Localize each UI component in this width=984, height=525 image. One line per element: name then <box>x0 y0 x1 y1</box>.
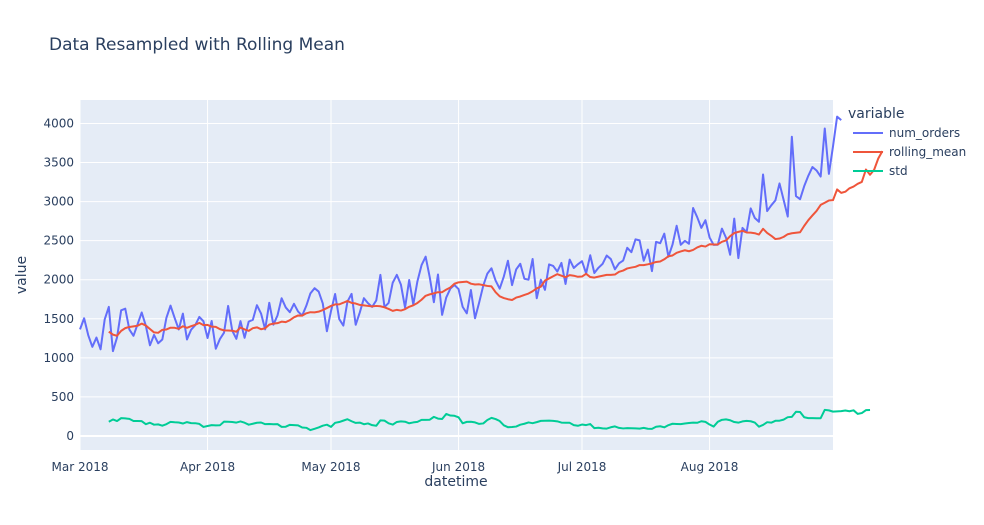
y-tick-label: 500 <box>51 390 74 404</box>
plot-area[interactable] <box>80 100 833 450</box>
legend-label: std <box>889 164 908 178</box>
y-tick-label: 1000 <box>43 351 74 365</box>
legend-label: rolling_mean <box>889 145 966 159</box>
x-tick-label: Aug 2018 <box>681 460 739 474</box>
x-axis-title: datetime <box>424 474 487 490</box>
x-tick-label: Apr 2018 <box>180 460 235 474</box>
series-line-std[interactable] <box>108 408 871 432</box>
legend-item-rolling-mean[interactable]: rolling_mean <box>853 145 966 159</box>
x-tick-label: Jun 2018 <box>431 460 485 474</box>
y-tick-label: 2000 <box>43 273 74 287</box>
y-tick-label: 1500 <box>43 312 74 326</box>
y-tick-label: 3000 <box>43 195 74 209</box>
chart-title: Data Resampled with Rolling Mean <box>49 35 345 55</box>
y-tick-label: 4000 <box>43 116 74 130</box>
legend-label: num_orders <box>889 126 960 140</box>
series-lines <box>79 115 884 432</box>
x-tick-label: Mar 2018 <box>52 460 109 474</box>
y-tick-label: 3500 <box>43 156 74 170</box>
y-axis-title: value <box>14 256 30 294</box>
x-axis-ticks: Mar 2018 Apr 2018 May 2018 Jun 2018 Jul 2018… <box>52 460 739 474</box>
y-tick-label: 2500 <box>43 234 74 248</box>
x-tick-label: Jul 2018 <box>557 460 607 474</box>
x-tick-label: May 2018 <box>301 460 360 474</box>
gridlines <box>79 100 833 450</box>
legend-title: variable <box>848 106 904 122</box>
legend-item-num-orders[interactable]: num_orders <box>853 126 960 140</box>
legend-item-std[interactable]: std <box>853 164 908 178</box>
y-axis-ticks: 0 500 1000 1500 2000 2500 3000 3500 4000 <box>43 116 74 443</box>
series-line-rolling-mean[interactable] <box>108 150 884 337</box>
y-tick-label: 0 <box>66 429 74 443</box>
